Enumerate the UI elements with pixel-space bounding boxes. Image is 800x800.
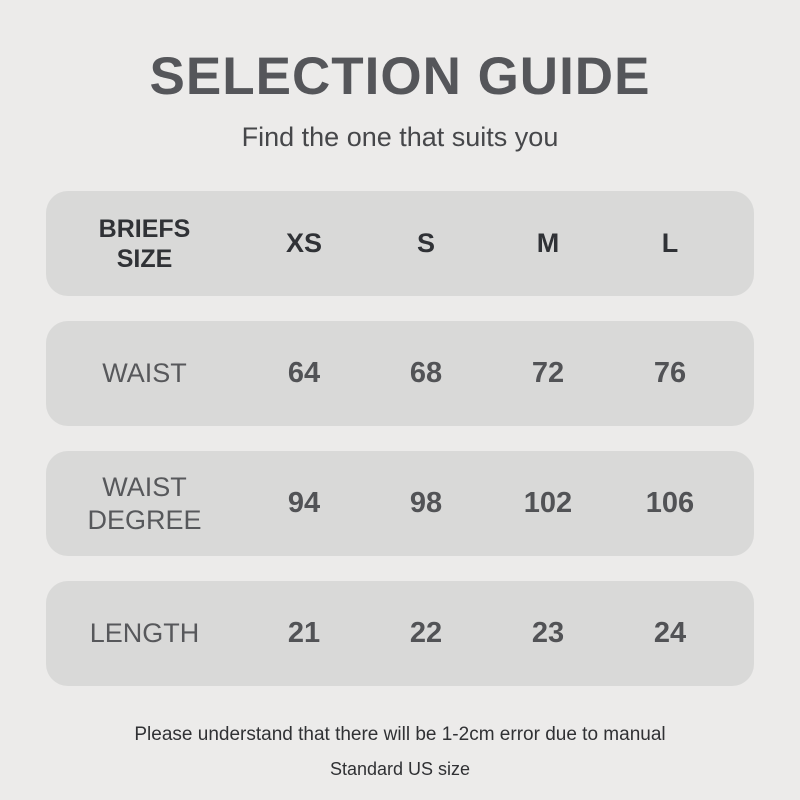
waist-degree-value-l: 106 [645, 487, 695, 519]
row-label-waist: WAIST [102, 358, 187, 389]
size-table: BRIEFS SIZE XS S M L WAIST 64 68 72 76 W… [46, 191, 754, 686]
length-value-l: 24 [653, 617, 687, 649]
column-header-xs: XS [285, 228, 323, 258]
length-value-s: 22 [409, 617, 443, 649]
table-row-waist-degree: WAIST DEGREE 94 98 102 106 [46, 451, 754, 556]
column-header-m: M [536, 228, 560, 258]
length-value-xs: 21 [287, 617, 321, 649]
waist-degree-value-s: 98 [409, 487, 443, 519]
row-label-length: LENGTH [89, 618, 200, 649]
waist-value-m: 72 [531, 357, 565, 389]
length-value-m: 23 [531, 617, 565, 649]
page-subtitle: Find the one that suits you [241, 122, 559, 152]
table-header-row: BRIEFS SIZE XS S M L [46, 191, 754, 296]
column-header-s: S [416, 228, 435, 258]
waist-degree-value-m: 102 [523, 487, 573, 519]
column-header-l: L [661, 228, 679, 258]
page-title: SELECTION GUIDE [149, 47, 651, 106]
waist-value-xs: 64 [287, 357, 321, 389]
table-row-length: LENGTH 21 22 23 24 [46, 581, 754, 686]
row-label-waist-degree: WAIST DEGREE [87, 472, 202, 535]
table-row-waist: WAIST 64 68 72 76 [46, 321, 754, 426]
footer-note-standard: Standard US size [329, 759, 471, 779]
footer-notes: Please understand that there will be 1-2… [134, 724, 665, 780]
waist-degree-value-xs: 94 [287, 487, 321, 519]
footer-note-error: Please understand that there will be 1-2… [134, 724, 666, 745]
header-briefs-size: BRIEFS SIZE [98, 214, 191, 273]
waist-value-s: 68 [409, 357, 443, 389]
waist-value-l: 76 [653, 357, 687, 389]
